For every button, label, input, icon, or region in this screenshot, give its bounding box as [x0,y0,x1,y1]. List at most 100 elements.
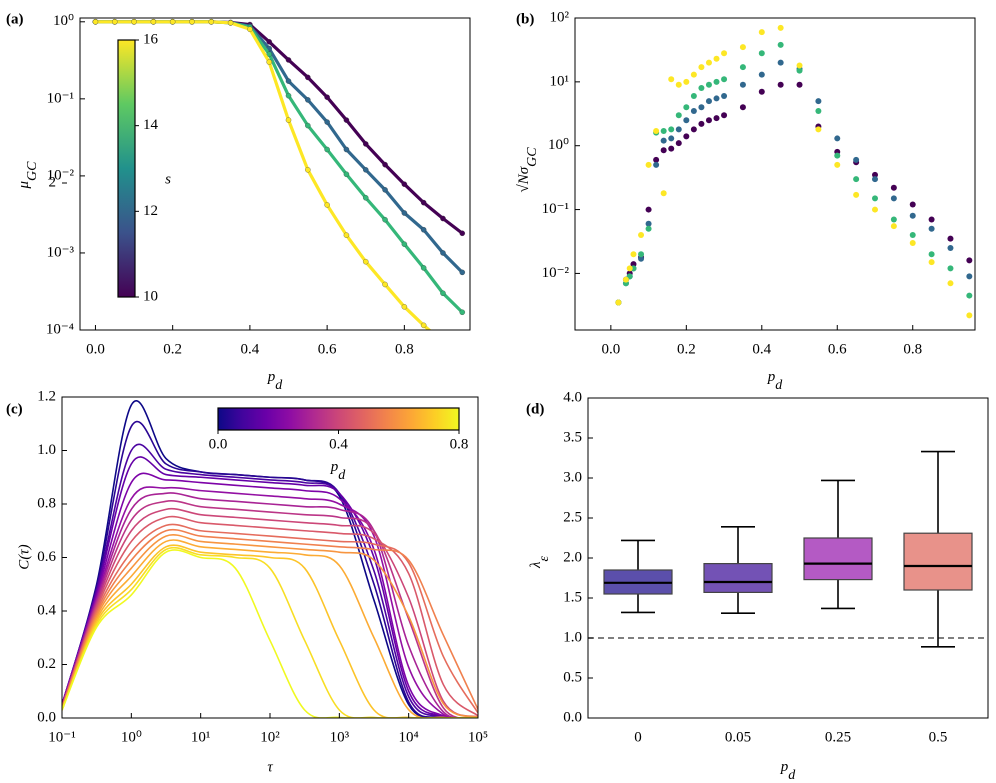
series-line [62,549,478,718]
scatter-point [622,276,629,283]
scatter-point [834,135,841,142]
point-marker [343,117,350,123]
box [703,562,773,593]
scatter-point [834,161,841,168]
scatter-point [777,41,784,48]
scatter-point [890,223,897,230]
scatter-point [853,156,860,163]
colorbar-tick-label: 10 [143,288,158,304]
scatter-point [690,107,697,114]
colorbar-label-main: p [330,459,339,475]
x-axis-label: pd [767,369,784,392]
scatter-point [758,88,765,95]
series-line [62,443,478,718]
point-marker [305,167,311,173]
y-axis-label-main: λ [528,561,544,569]
point-marker [362,141,369,147]
x-tick-label: 10¹ [191,729,211,745]
scatter-point [675,112,682,119]
scatter-point [653,161,660,168]
scatter-point [660,147,667,154]
scatter-point [815,107,822,114]
scatter-point [739,104,746,111]
scatter-point [777,81,784,88]
point-marker [189,19,195,25]
series-line [62,507,478,718]
y-tick-label: 2.0 [563,549,582,565]
point-marker [362,258,369,265]
point-marker [440,290,446,296]
point-marker [324,119,330,125]
scatter-point [645,206,652,213]
scatter-point [705,117,712,124]
series-line [62,534,478,718]
scatter-point [872,171,878,178]
scatter-point [721,112,728,119]
point-marker [420,199,427,206]
point-marker [324,146,330,153]
series-line [62,528,478,710]
plot-area [588,450,988,648]
scatter-point [645,225,652,232]
scatter-point [698,64,705,71]
x-tick-label: 0.6 [318,341,337,357]
scatter-point [713,55,720,62]
series-line [62,456,478,718]
scatter-point [777,24,784,31]
point-marker [420,265,427,271]
x-tick-label: 10⁻¹ [48,729,75,745]
scatter-point [909,212,916,219]
y-tick-label: 0.0 [37,709,56,725]
colorbar-tick-label: 0.8 [450,436,469,452]
series-line [62,515,478,717]
scatter-point [966,273,973,280]
y-tick-label: 3.0 [563,469,582,485]
x-axis-label: τ [267,759,273,775]
scatter-point [796,81,803,88]
x-axis-label-sub: d [788,768,796,783]
scatter-point [713,95,720,102]
y-axis-label-sub: GC [525,147,540,167]
y-tick-label: 10⁻² [47,167,75,183]
scatter-point [653,156,660,163]
point-marker [401,241,408,247]
scatter-point [796,67,803,74]
box [803,537,873,581]
point-marker [169,19,176,25]
scatter-point [683,78,690,85]
scatter-point [909,239,916,246]
point-marker [440,339,445,344]
x-tick-label: 10⁴ [399,729,419,745]
y-axis-label: C(τ) [16,544,32,569]
point-marker [459,309,466,315]
scatter-point [698,85,705,92]
series-line [62,486,478,718]
point-marker [440,215,446,222]
point-marker [382,216,388,223]
scatter-point [739,64,746,71]
x-tick-label: 0.0 [601,341,620,357]
scatter-point [947,235,954,242]
x-tick-label: 10⁵ [468,729,488,745]
scatter-point [947,245,954,252]
series-line [95,20,432,330]
point-marker [440,250,446,256]
x-tick-label: 10³ [330,729,350,745]
y-axis-label: λε [528,556,551,570]
y-tick-label: 10⁰ [53,13,74,29]
scatter-point [668,76,675,83]
x-tick-label: 0.8 [395,341,414,357]
x-tick-label: 10⁰ [121,729,142,745]
point-marker [112,19,118,25]
x-tick-label: 0.8 [903,341,922,357]
scatter-point [928,251,935,258]
x-tick-label: 0.25 [825,729,851,745]
point-marker [266,51,272,57]
y-tick-label: 10⁰ [548,137,569,153]
x-axis-label-sub: d [275,378,283,393]
point-marker [208,19,215,25]
y-tick-label: 2 [49,174,57,190]
scatter-point [638,251,645,258]
point-marker [227,20,234,26]
